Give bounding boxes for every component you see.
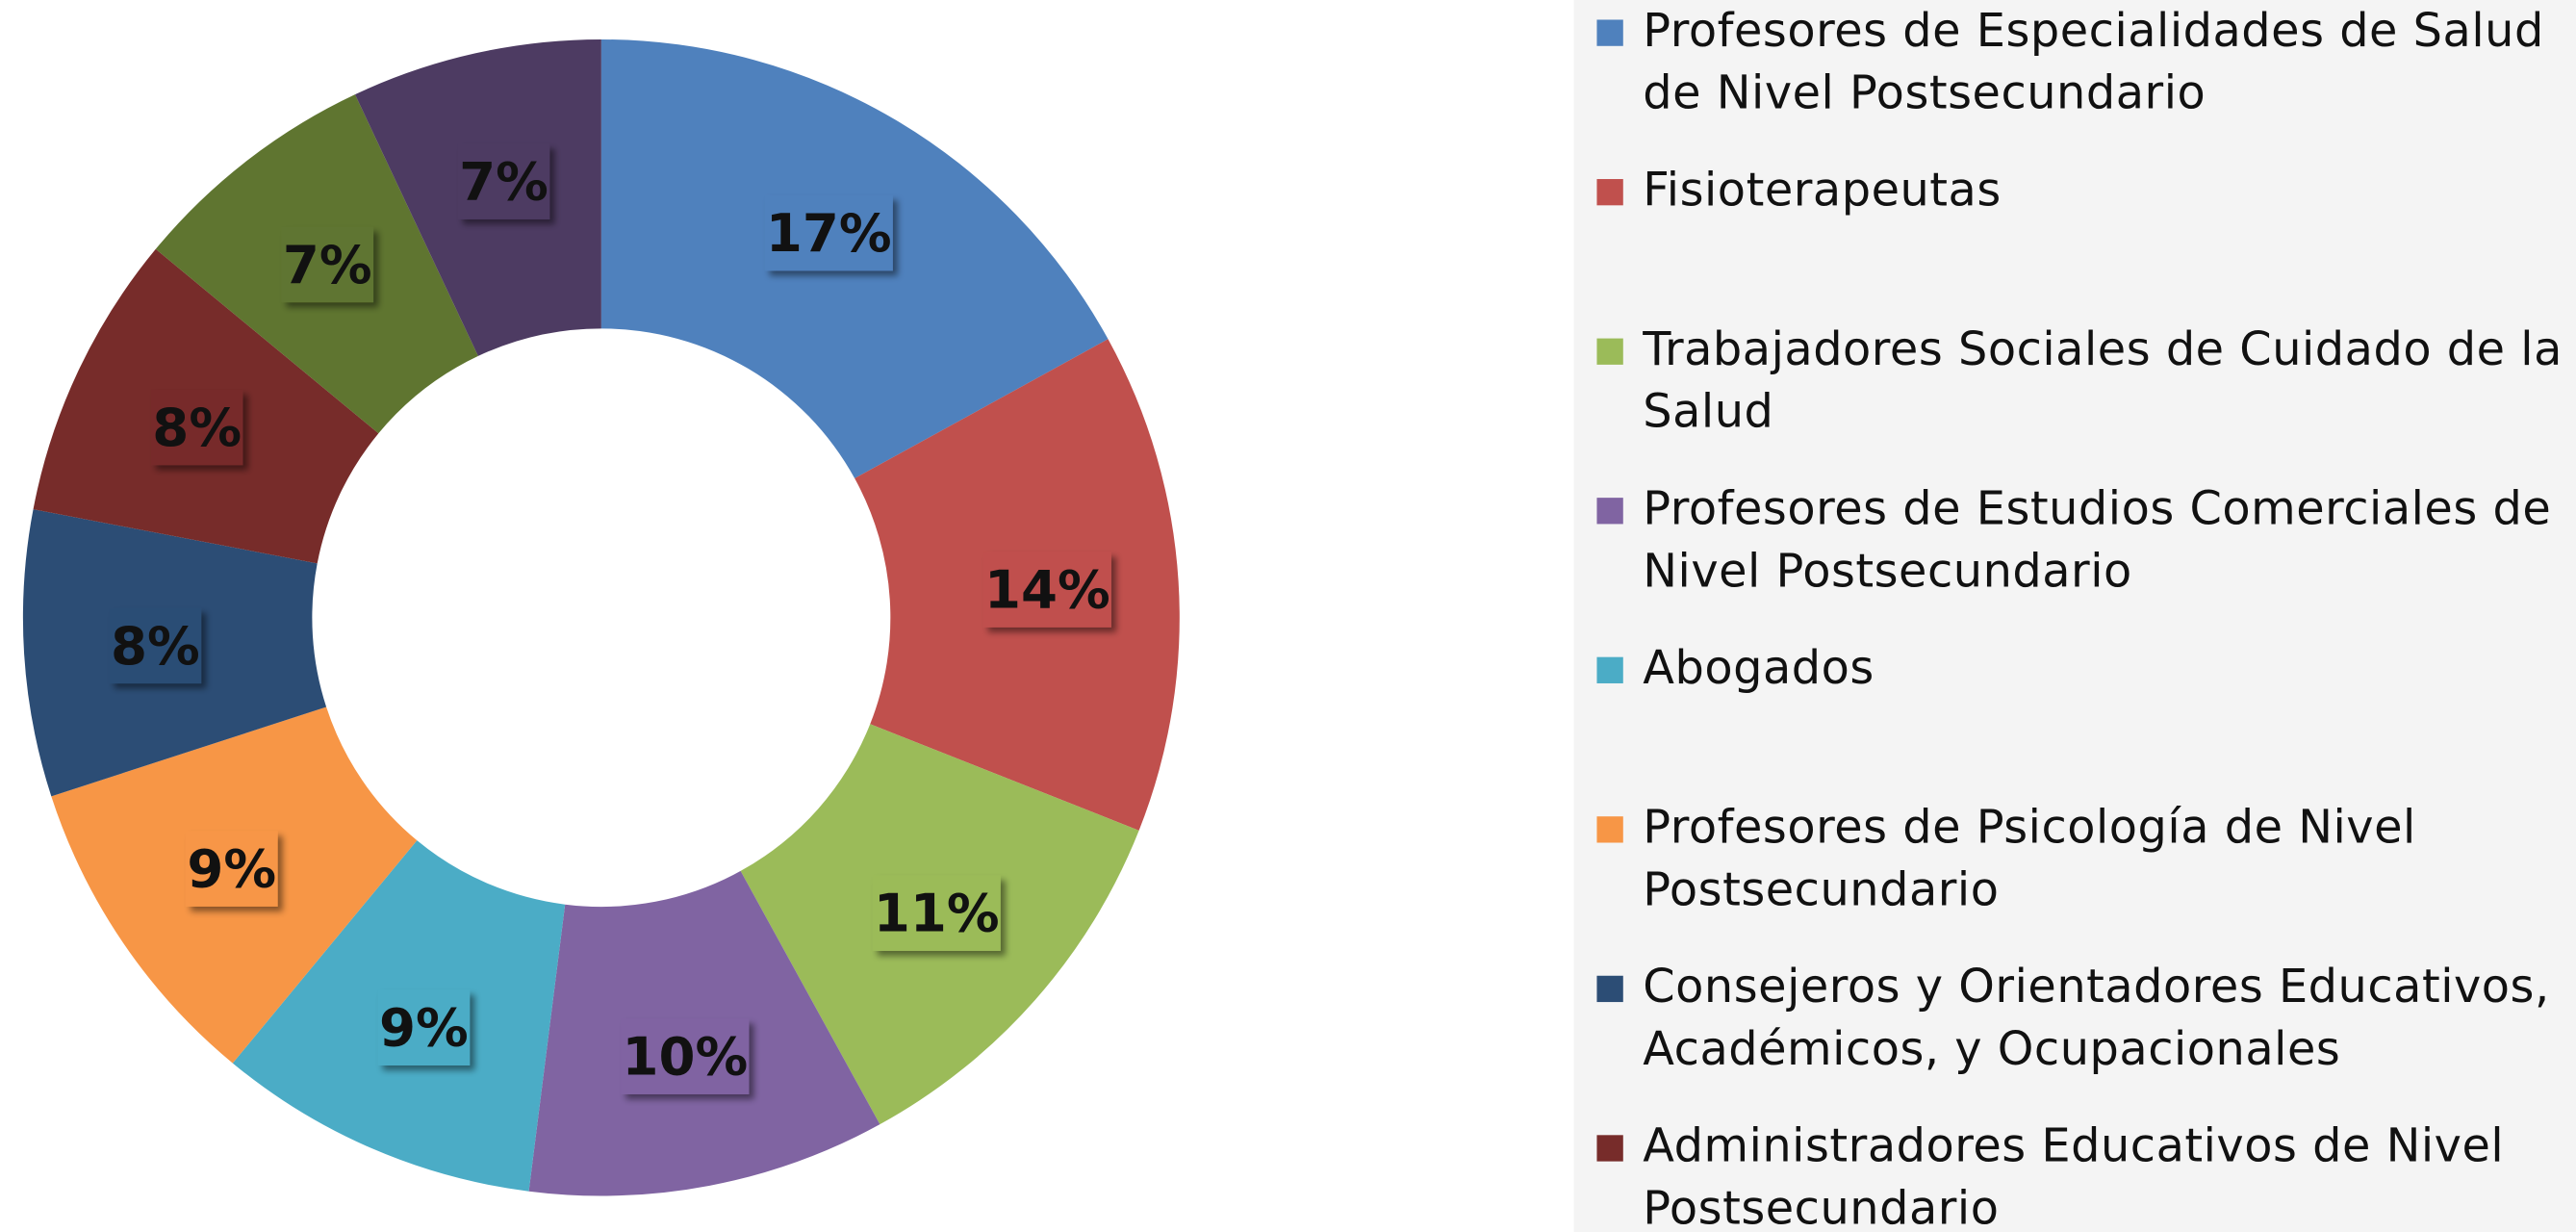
legend-swatch (1596, 19, 1623, 46)
label-box (764, 194, 893, 271)
legend-label: Administradores Educativos de Nivel Post… (1643, 1118, 2505, 1232)
legend-label: Trabajadores Sociales de Cuidado de la S… (1643, 321, 2563, 439)
data-label: 7% (283, 234, 372, 295)
data-label: 9% (187, 838, 276, 900)
label-box (457, 143, 550, 219)
label-box (185, 831, 278, 907)
legend-swatch (1596, 1135, 1623, 1162)
legend-label: Consejeros y Orientadores Educativos, Ac… (1643, 959, 2550, 1076)
legend-swatch (1596, 498, 1623, 525)
data-label: 17% (766, 202, 892, 264)
data-label: 7% (459, 151, 548, 213)
legend-swatch (1596, 975, 1623, 1003)
legend: Profesores de Especialidades de Salud de… (1573, 0, 2576, 1232)
data-label: 9% (379, 997, 469, 1059)
legend-swatch (1596, 338, 1623, 365)
legend-swatch (1596, 816, 1623, 843)
label-box (982, 552, 1111, 628)
legend-label: Profesores de Especialidades de Salud de… (1643, 3, 2544, 120)
label-box (872, 875, 1001, 951)
legend-label: Profesores de Psicología de Nivel Postse… (1643, 800, 2416, 917)
label-box (109, 607, 202, 684)
label-box (281, 226, 374, 303)
label-box (621, 1018, 750, 1094)
data-label: 14% (984, 559, 1110, 621)
data-label: 8% (152, 397, 242, 458)
label-box (150, 389, 243, 466)
data-label: 8% (111, 615, 200, 677)
data-label: 11% (874, 883, 1000, 944)
legend-label: Fisioterapeutas (1643, 162, 2002, 218)
data-label: 10% (623, 1026, 749, 1088)
legend-label: Abogados (1643, 640, 1875, 695)
label-box (377, 989, 471, 1065)
legend-label: Profesores de Estudios Comerciales de Ni… (1643, 481, 2552, 599)
legend-swatch (1596, 656, 1623, 683)
donut-chart: 17% 14% 11% 10% 9% 9% 8% 8% 7% 7% (22, 38, 1180, 1196)
legend-swatch (1596, 179, 1623, 206)
